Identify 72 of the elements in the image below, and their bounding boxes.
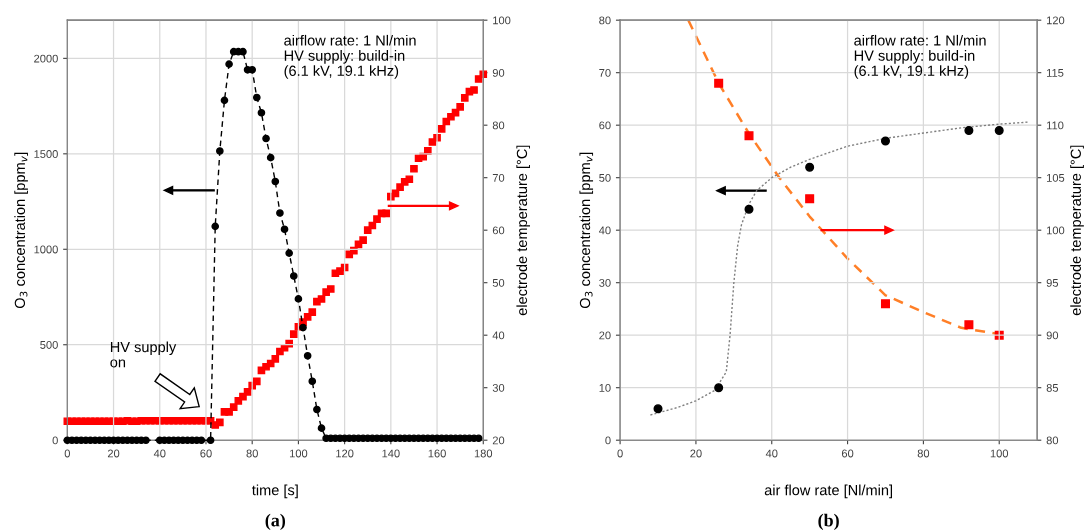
x-tick-label: 80: [917, 449, 930, 458]
y-tick-label: 20: [599, 331, 611, 340]
x-tick-label: 180: [474, 449, 493, 458]
y2-tick-label: 105: [1047, 173, 1065, 182]
y-tick-label: 0: [52, 436, 58, 445]
point: [744, 204, 754, 214]
x-tick-label: 120: [336, 449, 354, 458]
point: [744, 131, 754, 141]
x-tick-label: 100: [289, 449, 308, 458]
y2-axis-title: electrode temperature [°C]: [516, 145, 530, 316]
point: [805, 194, 815, 204]
point: [880, 136, 890, 146]
text: (a): [265, 513, 286, 531]
y2-tick-label: 115: [1047, 69, 1064, 77]
y-tick-label: 500: [40, 341, 58, 349]
point: [653, 404, 663, 414]
annotation: HV supply on: [110, 341, 177, 368]
y2-tick-label: 50: [492, 278, 505, 287]
y-tick-label: 0: [605, 436, 611, 445]
x-tick-label: 140: [382, 449, 400, 458]
point: [805, 162, 815, 172]
x-axis-title: air flow rate [Nl/min]: [764, 484, 893, 499]
x-tick-label: 20: [690, 449, 702, 458]
point: [964, 320, 974, 330]
y-axis-title: O$_{3}$ concentration [ppm$_{v}$]: [579, 152, 594, 309]
y2-tick-label: 90: [1046, 331, 1059, 340]
y-tick-label: 30: [599, 278, 611, 287]
y2-tick-label: 95: [1046, 278, 1059, 287]
y-tick-label: 2000: [34, 54, 58, 63]
y-tick-label: 40: [598, 226, 611, 235]
x-tick-label: 100: [990, 449, 1009, 458]
y2-tick-label: 30: [492, 383, 505, 392]
point: [880, 299, 890, 309]
x-tick-label: 40: [765, 449, 778, 458]
y2-tick-label: 100: [493, 16, 511, 25]
x-tick-label: 60: [200, 449, 212, 458]
x-tick-label: 0: [617, 449, 623, 458]
y2-tick-label: 70: [492, 173, 505, 182]
y2-tick-label: 20: [492, 436, 505, 445]
y-tick-label: 10: [599, 383, 611, 392]
x-tick-label: 60: [841, 449, 854, 458]
y-tick-label: 60: [599, 121, 611, 130]
y-tick-label: 80: [599, 16, 611, 25]
y2-tick-label: 80: [492, 121, 505, 130]
y2-tick-label: 90: [492, 68, 505, 77]
x-tick-label: 80: [246, 449, 258, 458]
y2-tick-label: 120: [1047, 16, 1065, 25]
point: [714, 383, 724, 393]
y2-tick-label: 100: [1047, 226, 1065, 235]
x-axis-title: time [s]: [252, 484, 298, 499]
x-tick-label: 0: [64, 449, 70, 458]
point: [994, 125, 1004, 135]
line-series: [649, 121, 1031, 416]
annotation: airflow rate: 1 Nl/min HV supply: build-in (6.1 kV, 19.1 kHz): [854, 34, 986, 79]
point: [964, 125, 974, 135]
y2-axis-title: electrode temperature [°C]: [1070, 145, 1084, 316]
x-tick-label: 20: [107, 449, 120, 458]
y2-tick-label: 85: [1046, 383, 1059, 392]
y2-tick-label: 80: [1046, 436, 1059, 445]
y2-tick-label: 60: [492, 226, 505, 235]
y-axis-title: O$_{3}$ concentration [ppm$_{v}$]: [14, 152, 28, 309]
x-tick-label: 160: [428, 449, 446, 458]
x-tick-label: 40: [153, 449, 166, 458]
y-tick-label: 1000: [34, 245, 58, 254]
y-tick-label: 50: [599, 173, 611, 182]
y-tick-label: 70: [599, 68, 611, 77]
point: [714, 78, 724, 88]
y2-tick-label: 110: [1047, 121, 1064, 130]
y2-tick-label: 40: [492, 331, 505, 340]
y-tick-label: 1500: [34, 150, 58, 158]
text: (b): [818, 513, 839, 531]
annotation: airflow rate: 1 Nl/min HV supply: build-in (6.1 kV, 19.1 kHz): [284, 34, 416, 79]
